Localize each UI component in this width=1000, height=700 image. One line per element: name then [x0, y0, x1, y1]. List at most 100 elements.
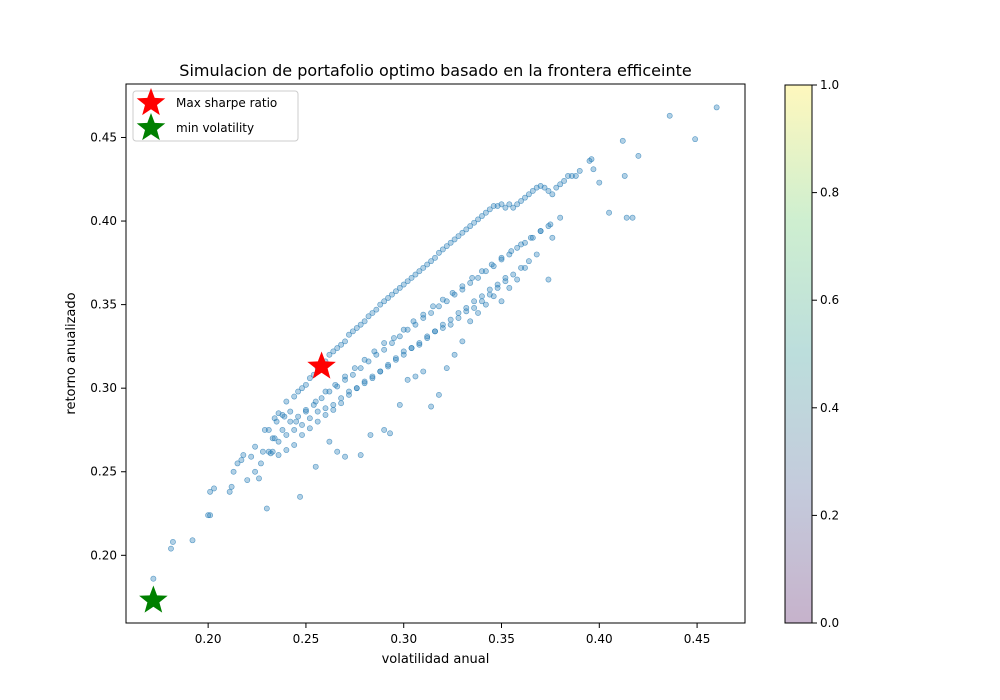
portfolio-point: [381, 298, 388, 305]
portfolio-point: [549, 234, 556, 241]
x-axis-label: volatilidad anual: [382, 652, 490, 667]
portfolio-point: [404, 278, 411, 285]
portfolio-point: [565, 173, 571, 179]
portfolio-point: [269, 448, 276, 455]
portfolio-point: [498, 254, 505, 261]
portfolio-point: [295, 388, 302, 395]
portfolio-point: [287, 408, 294, 415]
y-tick-label: 0.35: [90, 298, 117, 312]
portfolio-point: [537, 228, 544, 234]
portfolio-point: [522, 264, 528, 271]
portfolio-point: [240, 452, 247, 458]
portfolio-point: [666, 112, 673, 119]
portfolio-point: [168, 545, 174, 552]
x-tick-label: 0.35: [488, 632, 515, 646]
colorbar-tick-label: 1.0: [820, 78, 839, 92]
portfolio-point: [467, 279, 474, 286]
portfolio-point: [508, 248, 515, 255]
portfolio-point: [506, 251, 513, 258]
portfolio-point: [439, 296, 446, 303]
portfolio-point: [451, 236, 458, 243]
portfolio-point: [447, 316, 454, 323]
portfolio-point: [428, 310, 434, 316]
portfolio-point: [471, 305, 478, 311]
colorbar-tick-label: 0.2: [820, 508, 839, 522]
portfolio-point: [275, 452, 282, 458]
portfolio-point: [410, 318, 417, 325]
portfolio-point: [545, 276, 552, 283]
portfolio-point: [310, 401, 317, 408]
portfolio-point: [400, 351, 407, 358]
plot-area: [126, 84, 745, 623]
portfolio-point: [263, 505, 270, 512]
portfolio-point: [238, 457, 245, 463]
max-sharpe-star: [307, 351, 336, 379]
colorbar-ticks: 0.0 0.2 0.4 0.6 0.8 1.0: [812, 78, 839, 630]
portfolio-point: [150, 575, 157, 582]
portfolio-point: [226, 488, 233, 495]
y-axis-label: retorno anualizado: [64, 292, 79, 414]
portfolio-point: [322, 412, 329, 418]
portfolio-point: [392, 288, 399, 295]
portfolio-point: [459, 283, 466, 290]
portfolio-point: [482, 268, 489, 275]
portfolio-point: [459, 338, 466, 345]
portfolio-point: [230, 468, 237, 475]
portfolio-point: [306, 425, 313, 432]
portfolio-point: [299, 432, 305, 438]
portfolio-point: [529, 188, 536, 194]
portfolio-point: [506, 201, 513, 208]
portfolio-point: [547, 221, 554, 228]
portfolio-point: [207, 488, 213, 495]
portfolio-point: [498, 298, 505, 305]
portfolio-point: [518, 264, 524, 271]
portfolio-point: [385, 295, 391, 301]
portfolio-point: [439, 321, 446, 328]
portfolio-point: [502, 204, 509, 211]
portfolio-point: [291, 427, 298, 433]
portfolio-point: [486, 291, 493, 298]
portfolio-point: [275, 438, 282, 445]
portfolio-point: [479, 268, 485, 275]
portfolio-point: [330, 407, 337, 413]
portfolio-point: [271, 415, 278, 422]
portfolio-point: [338, 341, 345, 348]
portfolio-point: [443, 243, 450, 250]
portfolio-point: [549, 191, 556, 198]
legend-label-max-sharpe: Max sharpe ratio: [176, 96, 277, 110]
portfolio-point: [361, 378, 368, 385]
legend-label-min-volatility: min volatility: [176, 121, 254, 135]
portfolio-point: [271, 435, 278, 442]
portfolio-point: [326, 438, 333, 445]
portfolio-point: [606, 209, 612, 216]
portfolio-point: [471, 219, 478, 226]
portfolio-point: [514, 276, 521, 283]
portfolio-point: [447, 321, 454, 328]
portfolio-point: [432, 328, 438, 335]
portfolio-point: [252, 468, 258, 475]
portfolio-point: [338, 395, 345, 402]
portfolio-point: [522, 194, 528, 201]
portfolio-point: [377, 368, 384, 375]
portfolio-point: [365, 313, 372, 320]
portfolio-point: [306, 415, 313, 422]
portfolio-point: [428, 258, 434, 265]
portfolio-point: [557, 214, 564, 221]
portfolio-point: [557, 181, 564, 188]
portfolio-point: [369, 373, 376, 380]
portfolio-point: [424, 333, 431, 340]
portfolio-point: [392, 355, 399, 361]
portfolio-point: [482, 209, 489, 216]
colorbar-tick-label: 0.6: [820, 293, 839, 307]
portfolio-point: [189, 537, 196, 544]
x-tick-label: 0.45: [684, 632, 711, 646]
portfolio-point: [391, 335, 397, 341]
x-tick-label: 0.40: [586, 632, 613, 646]
portfolio-point: [400, 326, 407, 333]
plot-frame: [125, 83, 746, 624]
y-tick-label: 0.40: [90, 214, 117, 228]
portfolio-point: [416, 340, 423, 346]
portfolio-point: [369, 310, 376, 316]
portfolio-point: [486, 286, 493, 293]
portfolio-point: [353, 385, 360, 392]
